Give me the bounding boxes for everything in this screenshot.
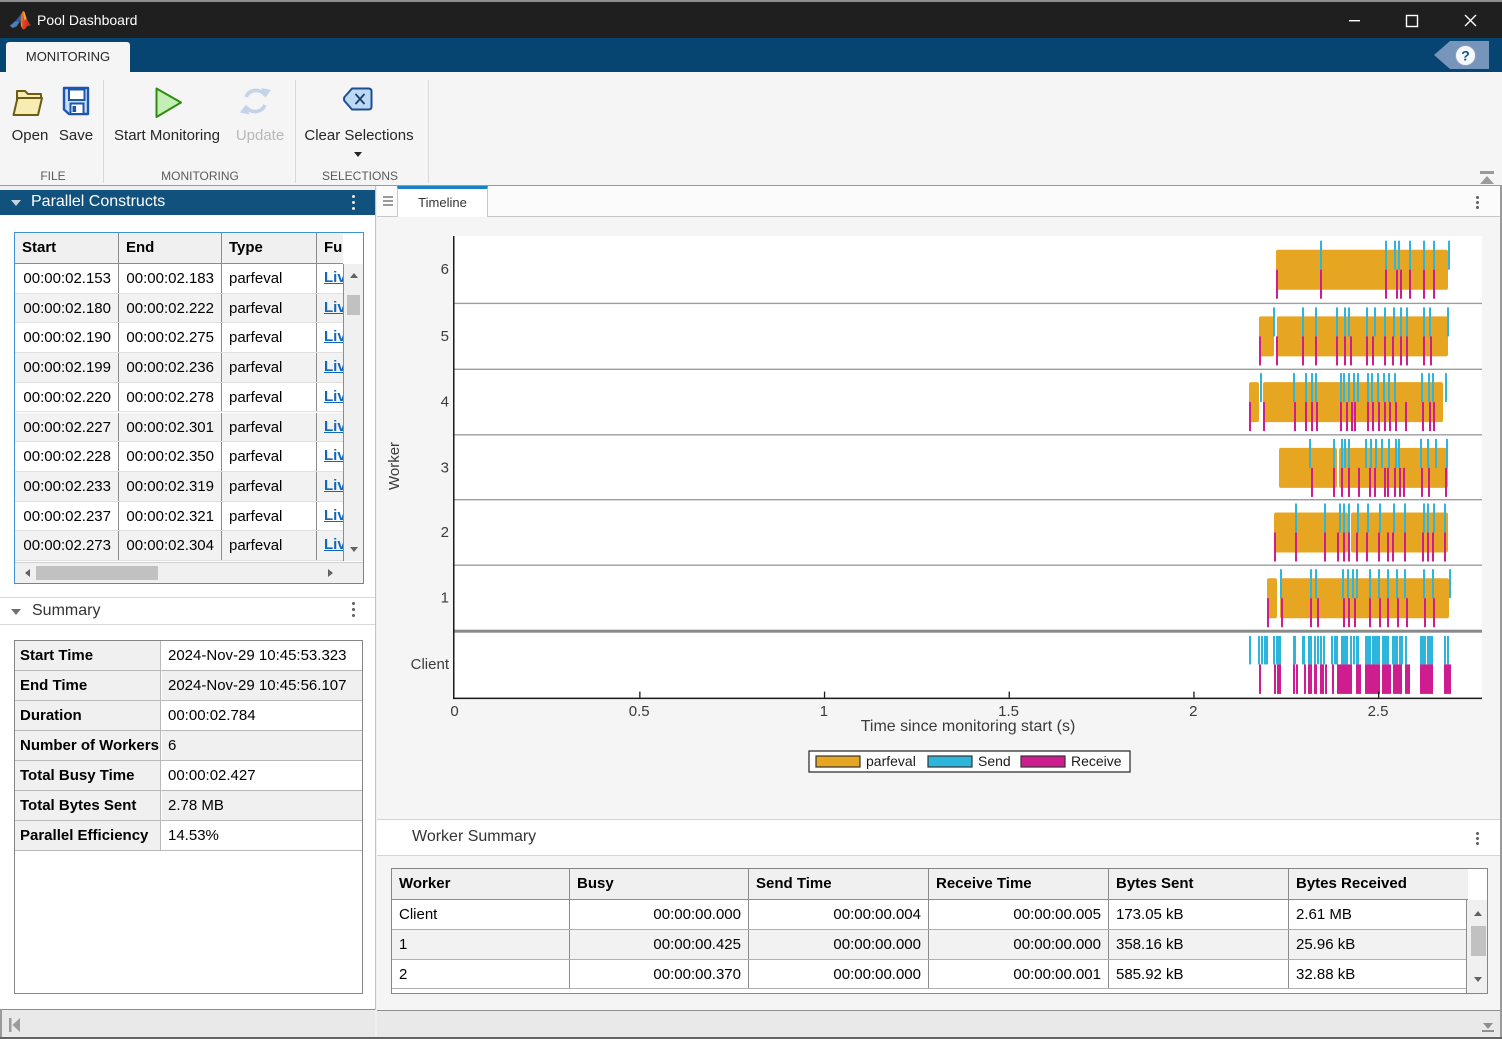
svg-text:?: ? — [1461, 48, 1470, 64]
svg-text:0: 0 — [450, 703, 458, 720]
svg-text:Receive: Receive — [1071, 753, 1122, 769]
svg-text:1.5: 1.5 — [998, 703, 1019, 720]
svg-text:6: 6 — [441, 261, 449, 278]
svg-text:Send: Send — [978, 753, 1011, 769]
svg-text:0.5: 0.5 — [629, 703, 650, 720]
svg-text:parfeval: parfeval — [866, 753, 916, 769]
svg-text:4: 4 — [441, 394, 449, 411]
svg-text:Client: Client — [411, 656, 450, 673]
svg-text:5: 5 — [441, 328, 449, 345]
svg-text:2.5: 2.5 — [1368, 703, 1389, 720]
svg-text:Time since monitoring start (s: Time since monitoring start (s) — [861, 718, 1076, 735]
svg-text:2: 2 — [1189, 703, 1197, 720]
svg-text:Worker: Worker — [386, 442, 403, 490]
svg-text:1: 1 — [820, 703, 828, 720]
svg-text:1: 1 — [441, 590, 449, 607]
svg-text:2: 2 — [441, 524, 449, 541]
svg-text:3: 3 — [441, 459, 449, 476]
